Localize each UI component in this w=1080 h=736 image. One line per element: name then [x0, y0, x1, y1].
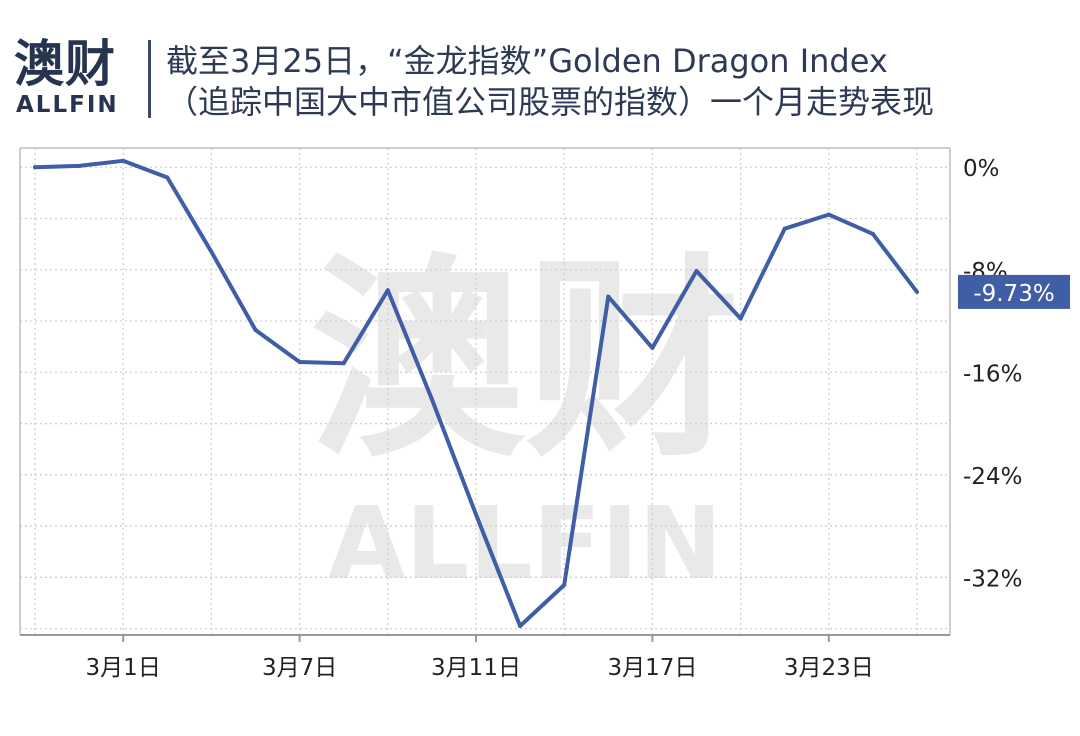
data-point	[606, 294, 611, 299]
x-tick-label: 3月1日	[86, 655, 161, 681]
watermark-english: ALLFIN	[328, 485, 722, 602]
last-value-box	[958, 274, 1070, 309]
data-point	[915, 289, 919, 294]
chart-title-line-2: （追踪中国大中市值公司股票的指数）一个月走势表现	[166, 83, 935, 121]
data-point	[738, 316, 743, 321]
data-point	[870, 231, 875, 236]
data-point	[77, 163, 82, 168]
watermark-chinese: 澳财	[310, 235, 740, 486]
data-point	[253, 327, 258, 332]
data-point	[165, 175, 170, 180]
y-tick-label: -16%	[963, 361, 1022, 387]
last-value-label: -9.73%	[973, 281, 1054, 307]
x-tick-label: 3月23日	[784, 655, 874, 681]
watermark: 澳财 ALLFIN	[310, 235, 740, 602]
x-tick-label: 3月17日	[607, 655, 697, 681]
data-point	[209, 249, 214, 254]
data-point	[429, 397, 434, 402]
y-tick-label: -24%	[963, 464, 1022, 490]
data-point	[694, 269, 699, 274]
data-point	[826, 212, 831, 217]
data-point	[385, 288, 390, 293]
data-point	[782, 226, 787, 231]
plot-background	[20, 148, 950, 635]
header: 澳财 ALLFIN 截至3月25日，“金龙指数”Golden Dragon In…	[0, 0, 1080, 140]
data-point	[518, 624, 523, 629]
header-divider	[148, 40, 151, 118]
y-tick-label: -32%	[963, 566, 1022, 592]
logo-chinese: 澳财	[14, 35, 116, 93]
data-point	[341, 361, 346, 366]
x-tick-label: 3月7日	[262, 655, 337, 681]
data-point	[121, 158, 126, 163]
x-axis-ticks: 3月1日 3月7日 3月11日 3月17日 3月23日	[86, 635, 874, 681]
last-value-callout: -9.73%	[958, 274, 1070, 309]
grid	[20, 148, 950, 635]
data-point	[297, 360, 302, 365]
plot-frame	[19, 147, 951, 636]
y-axis-ticks: 0%-8%-16%-24%-32%	[963, 156, 1022, 592]
y-tick-label: 0%	[963, 156, 1000, 182]
chart-title-line-1: 截至3月25日，“金龙指数”Golden Dragon Index	[166, 42, 888, 80]
logo-english: ALLFIN	[16, 92, 119, 118]
data-point	[33, 165, 37, 170]
data-point	[650, 345, 655, 350]
x-tick-label: 3月11日	[431, 655, 521, 681]
data-point	[474, 512, 478, 517]
series-layer	[33, 158, 919, 629]
data-point	[562, 583, 567, 588]
